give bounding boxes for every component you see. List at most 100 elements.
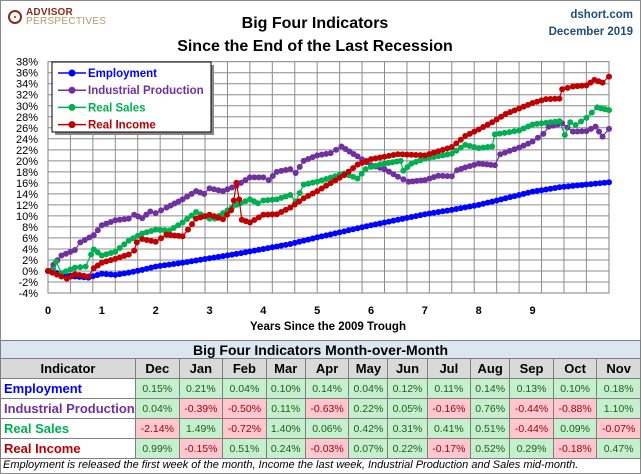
data-point: [362, 166, 369, 173]
series-employment: [45, 179, 612, 281]
data-point: [152, 226, 159, 233]
data-point: [296, 198, 303, 205]
data-point: [58, 252, 65, 259]
data-point: [193, 257, 200, 264]
column-header: Nov: [596, 358, 641, 379]
data-point: [491, 131, 498, 138]
data-point: [520, 103, 527, 110]
data-point: [489, 143, 496, 150]
data-point: [567, 119, 574, 126]
x-axis: 0 1 2 3 4 5 6 7 8 9: [45, 305, 536, 317]
data-point: [538, 187, 545, 194]
value-cell: -0.07%: [596, 418, 641, 439]
data-point: [179, 219, 186, 226]
data-point: [251, 216, 258, 223]
data-point: [228, 251, 235, 258]
logo-line1: ADVISOR: [26, 7, 73, 18]
data-point: [457, 136, 464, 143]
data-point: [314, 234, 321, 241]
y-tick-label: 36%: [16, 68, 38, 80]
column-header: Jul: [426, 358, 472, 379]
data-point: [327, 150, 334, 157]
data-point: [152, 210, 159, 217]
value-cell: 0.04%: [348, 378, 389, 399]
data-point: [184, 216, 191, 223]
data-point: [273, 211, 280, 218]
data-point: [599, 79, 606, 86]
data-point: [282, 167, 289, 174]
data-point: [305, 155, 312, 162]
data-point: [551, 184, 558, 191]
data-point: [599, 133, 606, 140]
data-point: [551, 118, 558, 125]
data-point: [121, 216, 128, 223]
data-point: [551, 95, 558, 102]
data-point: [377, 154, 384, 161]
value-cell: 0.04%: [135, 398, 180, 419]
data-point: [372, 155, 379, 162]
data-point: [188, 190, 195, 197]
data-point: [587, 181, 594, 188]
x-tick-label: 6: [368, 305, 374, 317]
data-point: [133, 239, 140, 246]
data-point: [439, 208, 446, 215]
value-cell: 0.13%: [509, 378, 554, 399]
value-cell: 0.18%: [596, 378, 641, 399]
data-point: [265, 177, 272, 184]
footnote: Employment is released the first week of…: [3, 459, 579, 471]
data-point: [596, 180, 603, 187]
column-header: Aug: [470, 358, 511, 379]
data-point: [219, 253, 226, 260]
table-row: Real Sales -2.14% 1.49% -0.72% 1.40% 0.06% 0.4…: [0, 418, 641, 439]
value-cell: 0.47%: [596, 438, 641, 459]
data-point: [529, 121, 536, 128]
data-point: [147, 208, 154, 215]
data-point: [543, 96, 550, 103]
data-point: [76, 272, 83, 279]
data-point: [372, 162, 379, 169]
data-point: [421, 211, 428, 218]
data-point: [525, 101, 532, 108]
source-date: December 2019: [548, 26, 633, 38]
value-cell: -0.88%: [552, 398, 598, 419]
data-point: [556, 184, 563, 191]
value-cell: 0.24%: [265, 438, 306, 459]
data-point: [404, 164, 411, 171]
y-tick-label: 10%: [16, 211, 38, 223]
data-point: [158, 207, 165, 214]
data-point: [596, 128, 603, 135]
data-point: [583, 114, 590, 121]
data-point: [125, 251, 132, 258]
data-point: [86, 234, 93, 241]
data-point: [219, 188, 226, 195]
data-point: [292, 169, 299, 176]
value-cell: 0.12%: [387, 378, 428, 399]
data-point: [260, 197, 267, 204]
data-point: [498, 113, 505, 120]
data-point: [516, 191, 523, 198]
data-point: [260, 245, 267, 252]
data-point: [336, 229, 343, 236]
data-point: [520, 125, 527, 132]
data-point: [53, 271, 60, 278]
data-point: [480, 144, 487, 151]
data-point: [58, 273, 65, 280]
data-point: [502, 111, 509, 118]
data-point: [381, 166, 388, 173]
value-cell: -0.17%: [426, 438, 472, 459]
data-point: [143, 265, 150, 272]
data-point: [282, 241, 289, 248]
column-header: Oct: [552, 358, 598, 379]
legend-marker: [68, 103, 76, 111]
data-point: [237, 250, 244, 257]
data-point: [439, 172, 446, 179]
data-point: [211, 186, 218, 193]
data-point: [170, 260, 177, 267]
grid: [47, 61, 610, 294]
data-point: [184, 226, 191, 233]
data-point: [341, 228, 348, 235]
indicator-name: Industrial Production: [0, 398, 136, 419]
data-point: [435, 153, 442, 160]
data-point: [333, 146, 340, 153]
column-header: Jan: [178, 358, 224, 379]
